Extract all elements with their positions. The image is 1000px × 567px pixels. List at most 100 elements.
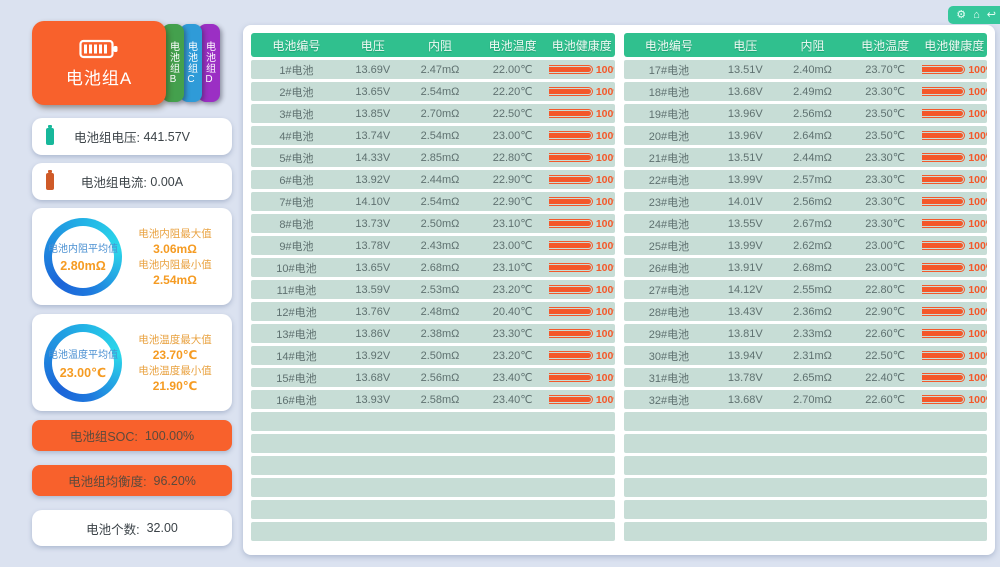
health-cell: 100% (921, 239, 987, 252)
health-bar-icon (921, 395, 966, 404)
voltage-cell: 13.94V (727, 349, 763, 362)
resistance-cell: 2.68mΩ (793, 261, 832, 274)
resistance-cell: 2.65mΩ (793, 371, 832, 384)
health-percent: 100% (968, 85, 987, 98)
health-cell: 100% (549, 394, 614, 406)
health-percent: 100% (595, 261, 615, 274)
health-percent: 100% (595, 349, 615, 362)
battery-id-cell: 6#电池 (279, 174, 314, 187)
column-header: 电压 (733, 38, 758, 53)
health-bar-icon (921, 65, 966, 74)
resistance-min-value: 2.54mΩ (153, 273, 197, 287)
voltage-cell: 13.99V (727, 173, 763, 186)
battery-id-cell: 26#电池 (648, 262, 690, 275)
temperature-cell: 23.20℃ (492, 350, 533, 362)
health-cell: 100% (921, 107, 987, 120)
battery-id-cell: 8#电池 (279, 218, 314, 231)
resistance-cell: 2.67mΩ (793, 217, 832, 230)
back-icon[interactable]: ↩ (986, 9, 996, 21)
battery-row: 9#电池 13.78V 2.43mΩ 23.00℃ 100% (251, 236, 615, 255)
voltage-cell: 13.92V (355, 349, 391, 362)
empty-row (623, 434, 987, 453)
empty-row (251, 434, 615, 453)
voltage-cell: 14.33V (355, 151, 391, 164)
battery-row: 5#电池 14.33V 2.85mΩ 22.80℃ 100% (251, 148, 615, 167)
battery-id-cell: 32#电池 (648, 394, 690, 407)
resistance-cell: 2.56mΩ (793, 107, 832, 120)
health-bar-icon (549, 307, 593, 316)
voltage-cell: 13.93V (355, 393, 391, 406)
voltage-cell: 13.76V (355, 305, 391, 318)
health-cell: 100% (549, 262, 614, 274)
pack-current-card: 电池组电流: 0.00A (32, 163, 232, 200)
resistance-gauge-card: 电池内阻平均值 2.80mΩ 电池内阻最大值 3.06mΩ 电池内阻最小值 2.… (32, 208, 232, 305)
health-cell: 100% (549, 306, 614, 318)
temperature-cell: 23.00℃ (865, 262, 906, 274)
tab-battery-group-c[interactable]: 电池组C (180, 24, 202, 102)
voltage-cell: 14.12V (727, 283, 763, 296)
battery-row: 10#电池 13.65V 2.68mΩ 23.10℃ 100% (251, 258, 615, 277)
temperature-cell: 23.40℃ (492, 372, 533, 384)
health-percent: 100% (968, 239, 987, 252)
voltage-cell: 13.65V (355, 261, 391, 274)
health-cell: 100% (921, 284, 987, 296)
health-bar-icon (549, 351, 593, 360)
battery-row: 30#电池 13.94V 2.31mΩ 22.50℃ 100% (623, 346, 987, 365)
tab-battery-group-d[interactable]: 电池组D (198, 24, 220, 102)
resistance-cell: 2.70mΩ (793, 393, 832, 406)
health-percent: 100% (968, 107, 987, 120)
battery-row: 15#电池 13.68V 2.56mΩ 23.40℃ 100% (251, 368, 615, 387)
battery-id-cell: 1#电池 (279, 64, 314, 77)
health-bar-icon (549, 285, 593, 294)
voltage-cell: 13.51V (727, 151, 763, 164)
empty-row (623, 500, 987, 519)
battery-row: 22#电池 13.99V 2.57mΩ 23.30℃ 100% (623, 170, 987, 189)
tab-battery-group-b[interactable]: 电池组B (162, 24, 184, 102)
health-bar-icon (549, 131, 593, 140)
health-bar-icon (921, 219, 966, 228)
tab-battery-group-a[interactable]: 电池组A (32, 21, 166, 105)
battery-row: 21#电池 13.51V 2.44mΩ 23.30℃ 100% (623, 148, 987, 167)
health-percent: 100% (595, 217, 615, 230)
battery-id-cell: 15#电池 (276, 372, 317, 385)
health-cell: 100% (549, 372, 614, 384)
resistance-cell: 2.38mΩ (420, 327, 460, 340)
pack-voltage-label: 电池组电压: (73, 131, 140, 145)
temperature-avg-value: 23.00℃ (59, 365, 107, 380)
settings-icon[interactable]: ⚙ (956, 9, 967, 21)
battery-row: 31#电池 13.78V 2.65mΩ 22.40℃ 100% (623, 368, 987, 387)
resistance-cell: 2.44mΩ (420, 173, 460, 186)
battery-id-cell: 27#电池 (648, 284, 690, 297)
sidebar: 电池组A 电池组B 电池组C 电池组D 电池组电压: 441.57V 电池组电流… (32, 20, 232, 546)
battery-id-cell: 18#电池 (648, 86, 690, 99)
balance-card: 电池组均衡度: 96.20% (32, 465, 232, 496)
voltage-cell: 13.65V (355, 85, 391, 98)
battery-row: 4#电池 13.74V 2.54mΩ 23.00℃ 100% (251, 126, 615, 145)
resistance-cell: 2.44mΩ (793, 151, 832, 164)
health-bar-icon (549, 219, 593, 228)
battery-tables-panel: 电池编号 电压 内阻 电池温度 电池健康度 1#电池 13.69V 2.47mΩ 22.00℃ 1… (243, 25, 995, 555)
voltage-cell: 13.69V (355, 63, 391, 76)
voltage-cell: 13.99V (727, 239, 763, 252)
resistance-max-value: 3.06mΩ (153, 242, 197, 256)
resistance-cell: 2.56mΩ (420, 371, 460, 384)
health-percent: 100% (968, 195, 987, 208)
health-bar-icon (921, 285, 966, 294)
battery-id-cell: 12#电池 (276, 306, 317, 319)
health-cell: 100% (921, 372, 987, 384)
temperature-cell: 22.40℃ (865, 372, 906, 384)
voltage-cell: 13.78V (355, 239, 391, 252)
health-bar-icon (549, 263, 593, 272)
voltage-cell: 13.68V (727, 85, 763, 98)
voltage-cell: 13.55V (727, 217, 763, 230)
temperature-cell: 23.50℃ (865, 130, 906, 142)
health-bar-icon (921, 197, 966, 206)
health-bar-icon (921, 109, 966, 118)
pack-voltage-value: 441.57V (143, 129, 191, 144)
health-bar-icon (549, 373, 593, 382)
health-cell: 100% (921, 350, 987, 362)
home-icon[interactable]: ⌂ (973, 9, 980, 21)
battery-row: 2#电池 13.65V 2.54mΩ 22.20℃ 100% (251, 82, 615, 101)
health-cell: 100% (921, 306, 987, 318)
voltage-cell: 13.91V (727, 261, 763, 274)
